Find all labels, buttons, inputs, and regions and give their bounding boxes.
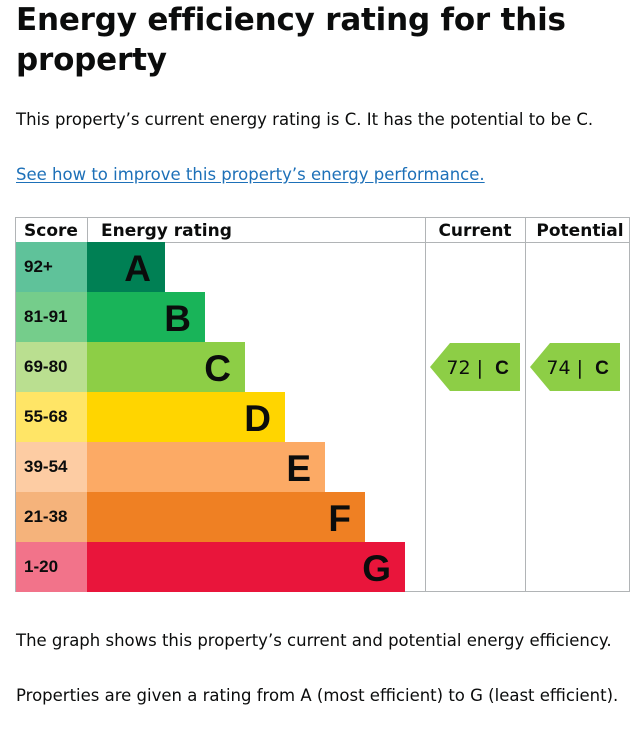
rating-bar-a: [87, 242, 165, 292]
improve-performance-link[interactable]: See how to improve this property’s energ…: [16, 165, 485, 184]
rating-bar-c: [87, 342, 245, 392]
rating-bar-b: [87, 292, 205, 342]
rating-scale-explanation: Properties are given a rating from A (mo…: [16, 686, 619, 705]
score-cell-f: [16, 492, 87, 542]
potential-rating-arrow: [530, 343, 620, 391]
rating-letter-c: C: [204, 348, 231, 389]
rating-letter-d: D: [244, 398, 271, 439]
energy-rating-chart: Score Energy rating Current Potential 92+ A 81…: [15, 217, 630, 592]
potential-rating-value: 74 |: [546, 357, 583, 379]
score-cell-c: [16, 342, 87, 392]
potential-rating-letter: C: [595, 358, 609, 379]
graph-explanation: The graph shows this property’s current …: [16, 631, 612, 650]
rating-bar-d: [87, 392, 285, 442]
rating-letter-g: G: [362, 548, 391, 589]
score-cell-e: [16, 442, 87, 492]
column-header-2: Current: [438, 221, 511, 241]
current-rating-letter: C: [495, 358, 509, 379]
rating-letter-b: B: [164, 298, 191, 339]
score-label-c: 69-80: [24, 357, 67, 376]
rating-letter-e: E: [286, 448, 311, 489]
current-rating-arrow: [430, 343, 520, 391]
score-label-g: 1-20: [24, 557, 58, 576]
score-label-d: 55-68: [24, 407, 67, 426]
rating-summary: This property’s current energy rating is…: [16, 110, 594, 129]
rating-bar-g: [87, 542, 405, 592]
column-header-1: Energy rating: [101, 221, 232, 241]
score-cell-b: [16, 292, 87, 342]
rating-bar-f: [87, 492, 365, 542]
column-header-0: Score: [24, 221, 78, 241]
score-label-f: 21-38: [24, 507, 67, 526]
current-rating-value: 72 |: [446, 357, 483, 379]
rating-letter-a: A: [124, 248, 151, 289]
score-cell-d: [16, 392, 87, 442]
score-label-b: 81-91: [24, 307, 67, 326]
score-cell-a: [16, 242, 87, 292]
rating-bar-e: [87, 442, 325, 492]
score-label-e: 39-54: [24, 457, 68, 476]
score-label-a: 92+: [24, 257, 53, 276]
rating-letter-f: F: [328, 498, 351, 539]
score-cell-g: [16, 542, 87, 592]
column-header-3: Potential: [536, 221, 623, 241]
page-title: Energy efficiency rating for this proper…: [16, 2, 566, 78]
